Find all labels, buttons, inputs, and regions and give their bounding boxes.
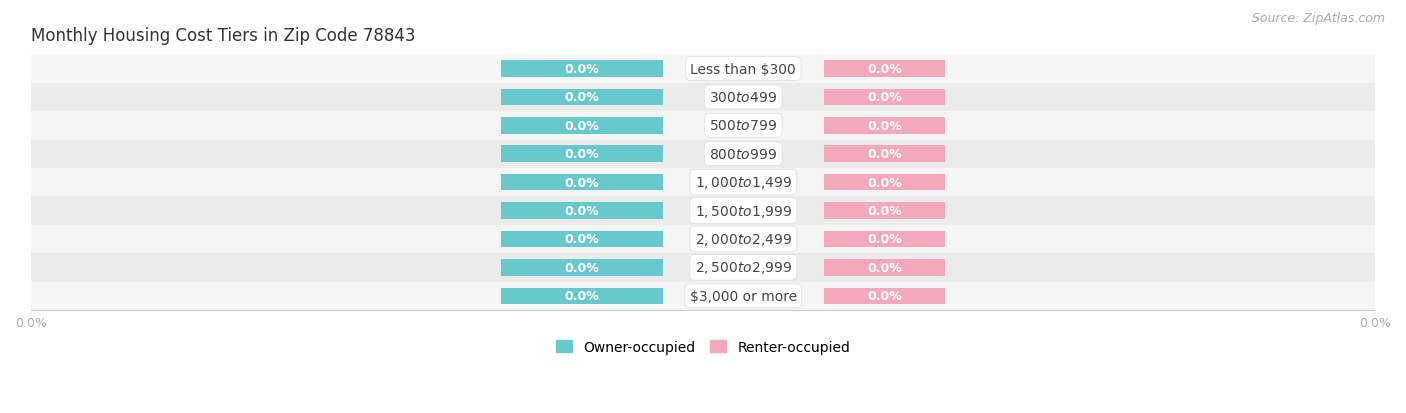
Text: 0.0%: 0.0% — [868, 91, 901, 104]
Bar — [824, 146, 945, 163]
Text: 0.0%: 0.0% — [868, 290, 901, 303]
Text: Less than $300: Less than $300 — [690, 62, 796, 76]
Bar — [502, 259, 662, 276]
Text: 0.0%: 0.0% — [868, 63, 901, 76]
Text: 0.0%: 0.0% — [565, 91, 599, 104]
Text: 0.0%: 0.0% — [868, 176, 901, 189]
Bar — [502, 90, 662, 106]
Bar — [502, 118, 662, 134]
Bar — [31, 197, 1375, 225]
Bar — [502, 203, 662, 219]
Text: $1,000 to $1,499: $1,000 to $1,499 — [695, 175, 792, 191]
Bar — [824, 61, 945, 78]
Bar — [824, 90, 945, 106]
Text: 0.0%: 0.0% — [565, 176, 599, 189]
Text: Source: ZipAtlas.com: Source: ZipAtlas.com — [1251, 12, 1385, 25]
Text: Monthly Housing Cost Tiers in Zip Code 78843: Monthly Housing Cost Tiers in Zip Code 7… — [31, 27, 416, 45]
Text: 0.0%: 0.0% — [868, 261, 901, 274]
Bar — [502, 231, 662, 248]
Bar — [31, 112, 1375, 140]
Text: 0.0%: 0.0% — [565, 233, 599, 246]
Text: 0.0%: 0.0% — [868, 233, 901, 246]
Text: 0.0%: 0.0% — [565, 148, 599, 161]
Text: 0.0%: 0.0% — [868, 119, 901, 133]
Bar — [824, 259, 945, 276]
Bar — [31, 282, 1375, 310]
Bar — [824, 118, 945, 134]
Text: 0.0%: 0.0% — [565, 204, 599, 218]
Bar — [31, 55, 1375, 83]
Bar — [502, 174, 662, 191]
Bar — [31, 140, 1375, 169]
Bar — [824, 203, 945, 219]
Text: 0.0%: 0.0% — [565, 261, 599, 274]
Bar — [31, 254, 1375, 282]
Bar — [502, 146, 662, 163]
Bar — [824, 231, 945, 248]
Text: $500 to $799: $500 to $799 — [710, 119, 778, 133]
Text: 0.0%: 0.0% — [868, 148, 901, 161]
Bar — [31, 83, 1375, 112]
Bar — [824, 288, 945, 304]
Text: 0.0%: 0.0% — [565, 119, 599, 133]
Text: $300 to $499: $300 to $499 — [710, 91, 778, 104]
Legend: Owner-occupied, Renter-occupied: Owner-occupied, Renter-occupied — [550, 335, 856, 359]
Text: 0.0%: 0.0% — [565, 290, 599, 303]
Bar — [31, 169, 1375, 197]
Text: $3,000 or more: $3,000 or more — [690, 289, 797, 303]
Text: $800 to $999: $800 to $999 — [710, 147, 778, 161]
Text: $1,500 to $1,999: $1,500 to $1,999 — [695, 203, 792, 219]
Text: 0.0%: 0.0% — [565, 63, 599, 76]
Bar — [502, 61, 662, 78]
Bar — [31, 225, 1375, 254]
Text: 0.0%: 0.0% — [868, 204, 901, 218]
Bar — [824, 174, 945, 191]
Text: $2,000 to $2,499: $2,000 to $2,499 — [695, 231, 792, 247]
Bar — [502, 288, 662, 304]
Text: $2,500 to $2,999: $2,500 to $2,999 — [695, 260, 792, 276]
